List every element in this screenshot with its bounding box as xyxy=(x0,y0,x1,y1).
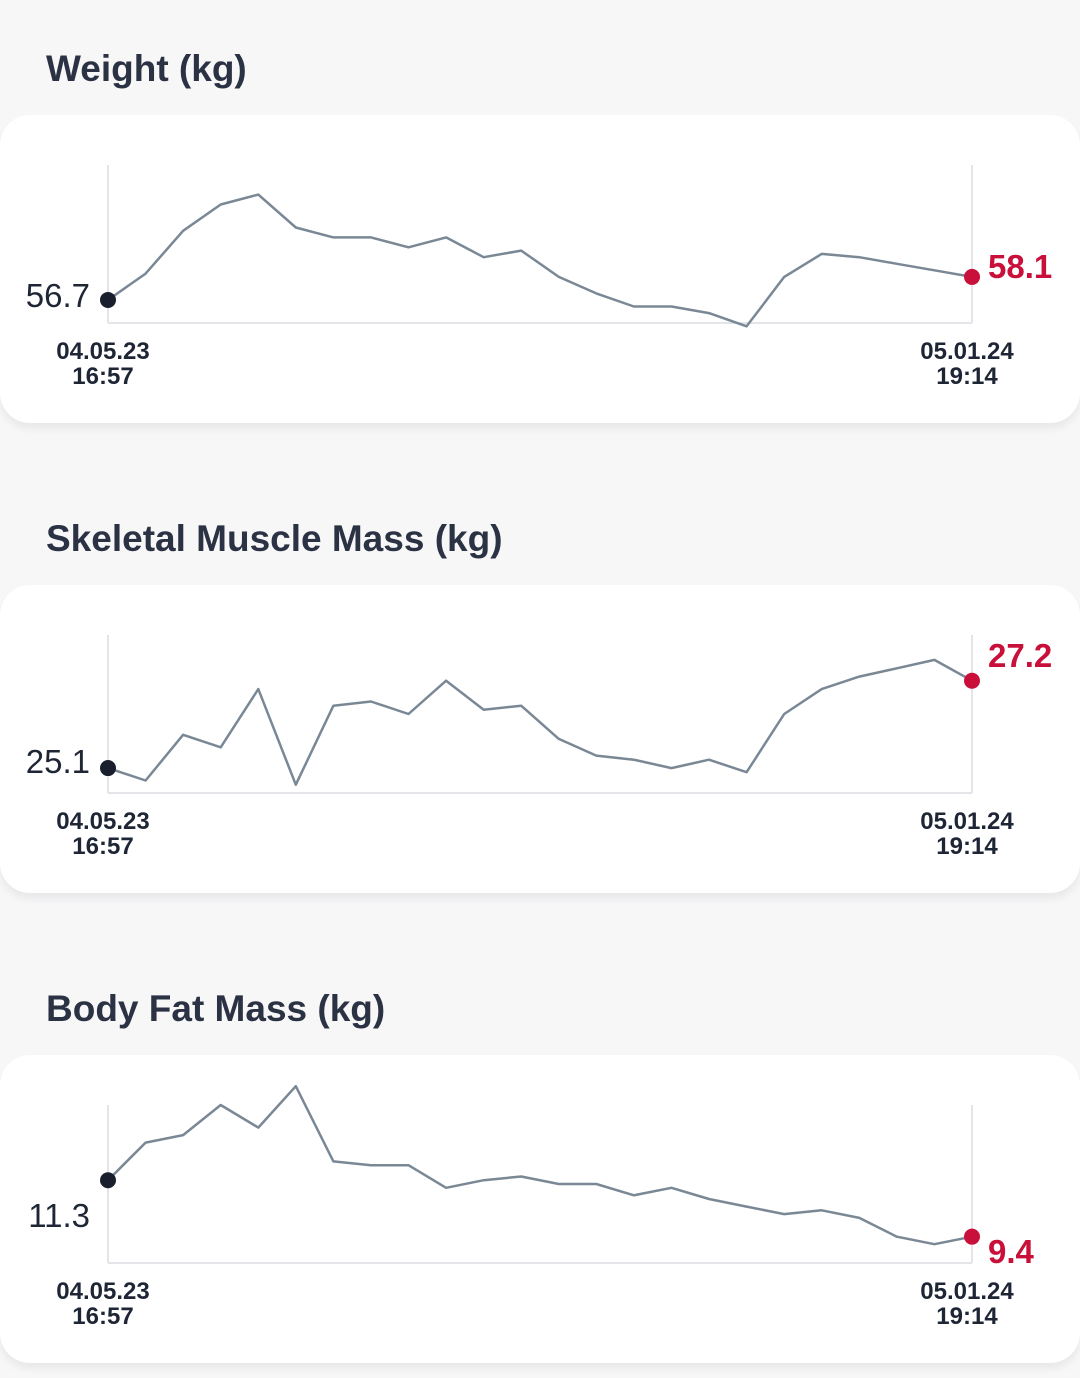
skeletal-muscle-first-value: 25.1 xyxy=(25,743,90,780)
weight-start-time: 16:57 xyxy=(72,363,134,390)
last-point-dot xyxy=(964,1228,980,1245)
skeletal-muscle-title: Skeletal Muscle Mass (kg) xyxy=(46,518,503,559)
skeletal-muscle-line-chart xyxy=(100,635,980,794)
body-fat-last-value: 9.4 xyxy=(988,1233,1034,1270)
last-point-dot xyxy=(964,268,980,285)
first-point-dot xyxy=(100,760,116,777)
skeletal-muscle-last-value: 27.2 xyxy=(988,637,1053,674)
first-point-dot xyxy=(100,291,116,308)
body-fat-start-date-label: 04.05.23 16:57 xyxy=(43,1279,163,1329)
weight-end-date: 05.01.24 xyxy=(920,338,1014,365)
skeletal-muscle-end-time: 19:14 xyxy=(936,833,998,860)
skeletal-muscle-end-date-label: 05.01.24 19:14 xyxy=(907,809,1027,859)
weight-last-value: 58.1 xyxy=(988,248,1053,285)
body-fat-title: Body Fat Mass (kg) xyxy=(46,988,386,1029)
weight-end-date-label: 05.01.24 19:14 xyxy=(907,339,1027,389)
weight-first-value: 56.7 xyxy=(25,277,90,314)
body-fat-first-value: 11.3 xyxy=(28,1197,90,1234)
skeletal-muscle-start-date: 04.05.23 xyxy=(56,808,150,835)
body-fat-end-date: 05.01.24 xyxy=(920,1278,1014,1305)
body-fat-end-date-label: 05.01.24 19:14 xyxy=(907,1279,1027,1329)
skeletal-muscle-start-date-label: 04.05.23 16:57 xyxy=(43,809,163,859)
series-line xyxy=(106,658,974,786)
weight-end-time: 19:14 xyxy=(936,363,998,390)
last-point-dot xyxy=(964,672,980,689)
body-fat-start-time: 16:57 xyxy=(72,1303,134,1330)
weight-start-date: 04.05.23 xyxy=(56,338,150,365)
weight-start-date-label: 04.05.23 16:57 xyxy=(43,339,163,389)
weight-line-chart xyxy=(100,165,980,328)
weight-chart-card[interactable]: 56.7 58.1 04.05.23 16:57 05.01.24 19:14 xyxy=(0,115,1080,423)
series-line xyxy=(106,193,974,328)
weight-title: Weight (kg) xyxy=(46,48,247,89)
body-fat-chart-card[interactable]: 11.3 9.4 04.05.23 16:57 05.01.24 19:14 xyxy=(0,1055,1080,1363)
skeletal-muscle-chart-card[interactable]: 25.1 27.2 04.05.23 16:57 05.01.24 19:14 xyxy=(0,585,1080,893)
skeletal-muscle-end-date: 05.01.24 xyxy=(920,808,1014,835)
first-point-dot xyxy=(100,1172,116,1189)
body-fat-start-date: 04.05.23 xyxy=(56,1278,150,1305)
body-fat-line-chart xyxy=(100,1084,980,1264)
series-line xyxy=(106,1084,974,1246)
skeletal-muscle-start-time: 16:57 xyxy=(72,833,134,860)
body-fat-end-time: 19:14 xyxy=(936,1303,998,1330)
